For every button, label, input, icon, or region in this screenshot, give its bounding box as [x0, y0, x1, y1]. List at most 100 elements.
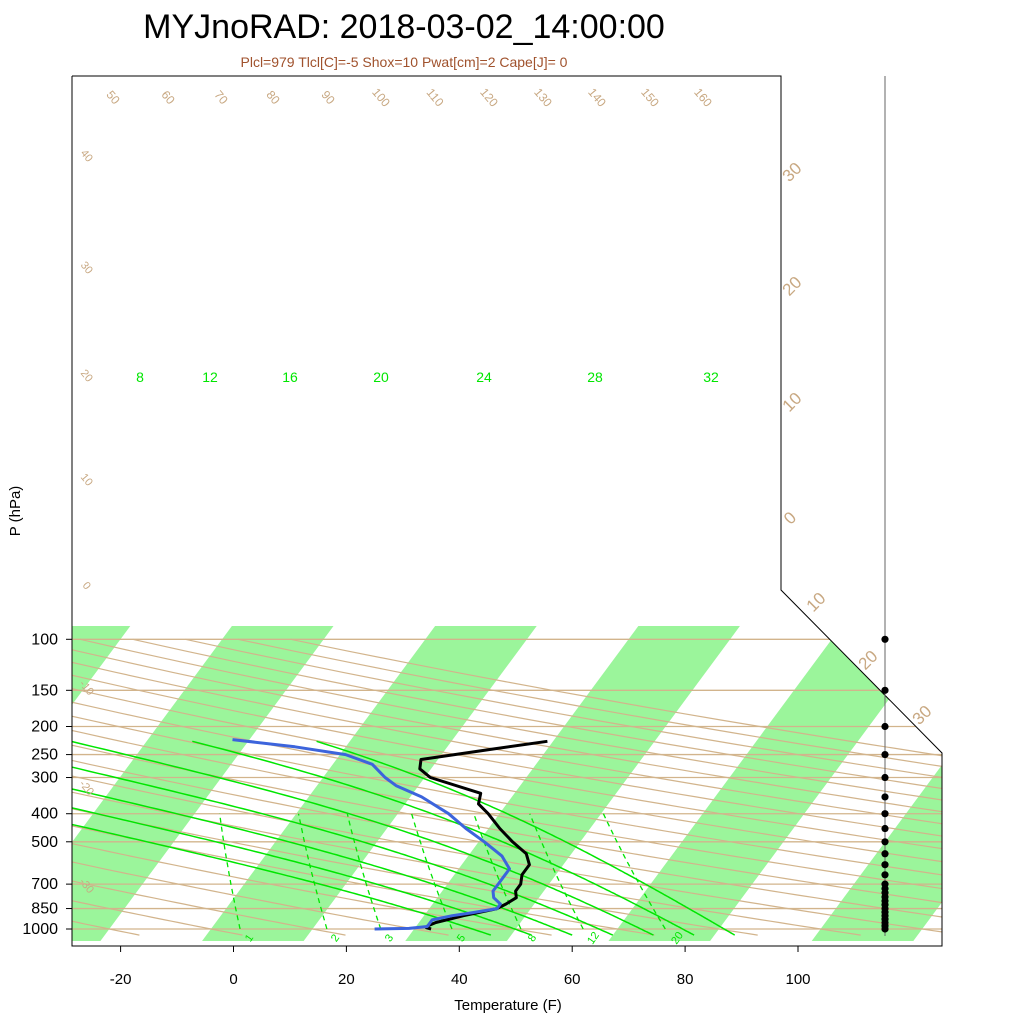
- x-axis-label: Temperature (F): [454, 997, 562, 1014]
- moist-adiabat-label: 8: [136, 369, 144, 385]
- mixing-ratio-label: 3: [383, 932, 396, 944]
- moist-adiabats: [72, 740, 736, 936]
- mixing-ratio-line: [297, 813, 328, 930]
- dry-adiabat: [72, 638, 942, 936]
- dry-adiabat-label: 30: [78, 260, 95, 277]
- wind-level-dot: [881, 861, 889, 869]
- mixing-ratio-label: 12: [585, 930, 602, 947]
- right-side-label: 30: [779, 159, 806, 186]
- dry-adiabat-label: 0: [80, 580, 93, 592]
- isotherm-band: [608, 626, 942, 941]
- isotherm-label: 50: [103, 88, 123, 107]
- moist-adiabat-label: 24: [476, 369, 492, 385]
- isotherm-label: 70: [211, 88, 231, 107]
- dry-adiabat: [72, 638, 942, 936]
- dry-adiabat: [72, 638, 346, 936]
- chart-subtitle: Plcl=979 Tlcl[C]=-5 Shox=10 Pwat[cm]=2 C…: [240, 54, 568, 70]
- dry-adiabat: [72, 638, 942, 936]
- wind-level-dot: [881, 871, 889, 879]
- wind-level-dot: [881, 880, 889, 888]
- dry-adiabat-label: 40: [78, 148, 95, 165]
- wind-level-dot: [881, 773, 889, 782]
- wind-level-dot: [881, 810, 889, 818]
- right-side-label: 10: [803, 589, 830, 616]
- y-tick-label: 250: [31, 747, 58, 764]
- dry-adiabat: [72, 638, 942, 936]
- dry-adiabat: [79, 638, 942, 936]
- mixing-ratio-line: [218, 813, 241, 930]
- dry-adiabat: [72, 638, 942, 936]
- dry-adiabat: [72, 638, 655, 936]
- dry-adiabat: [237, 638, 942, 936]
- mixing-ratio-label: 8: [526, 932, 539, 944]
- diagonal-bands: [72, 626, 942, 941]
- wind-level-dot: [881, 824, 889, 833]
- y-tick-label: 200: [31, 719, 58, 736]
- moist-adiabat: [72, 740, 492, 936]
- wind-level-dot: [881, 850, 889, 858]
- dry-adiabat: [72, 638, 243, 936]
- dry-adiabat: [72, 638, 942, 936]
- right-side-label: 0: [780, 508, 800, 528]
- isotherm-label: 60: [158, 88, 178, 107]
- dry-adiabat: [132, 638, 942, 936]
- dry-adiabat-label: 10: [78, 472, 95, 489]
- isotherm-label: 120: [477, 85, 501, 110]
- axis-labels: -20 0 20 40 60 80 1001001502002503004005007008…: [22, 85, 935, 988]
- dry-adiabat: [72, 638, 942, 936]
- dry-adiabat-label: 20: [78, 368, 95, 385]
- mixing-ratio-label: 2: [329, 932, 342, 944]
- x-tick-label: 80: [677, 971, 694, 988]
- wind-level-dot: [881, 750, 889, 759]
- right-side-label: 10: [779, 389, 806, 416]
- wind-level-dot: [881, 838, 889, 846]
- isotherm-band: [202, 626, 537, 941]
- sounding-profiles: [232, 738, 548, 931]
- moist-adiabat: [72, 740, 573, 936]
- mixing-ratio-line: [346, 813, 382, 930]
- isotherm-band: [811, 626, 942, 941]
- isotherm-label: 160: [691, 85, 715, 110]
- mixing-ratio-label: 1: [243, 932, 256, 944]
- isotherm-band: [72, 626, 334, 941]
- isotherm-label: 100: [369, 85, 393, 110]
- moist-adiabat-label: 20: [373, 369, 389, 385]
- moist-adiabat-label: 28: [587, 369, 603, 385]
- dry-adiabat: [185, 638, 942, 936]
- x-tick-label: -20: [110, 971, 132, 988]
- moist-adiabat: [72, 740, 654, 936]
- dry-adiabat: [72, 638, 861, 936]
- moist-adiabat-label: 32: [703, 369, 719, 385]
- wind-level-dot: [881, 722, 889, 731]
- y-tick-label: 400: [31, 806, 58, 823]
- right-side-label: 30: [909, 702, 936, 729]
- moist-adiabat-label: 16: [282, 369, 298, 385]
- x-tick-label: 40: [451, 971, 468, 988]
- right-side-label: 20: [779, 273, 806, 300]
- mixing-ratio-line: [602, 813, 666, 930]
- y-tick-label: 850: [31, 901, 58, 918]
- isotherm-label: 110: [424, 86, 447, 110]
- wind-level-dot: [881, 635, 889, 643]
- y-tick-label: 100: [31, 631, 58, 648]
- chart-title: MYJnoRAD: 2018-03-02_14:00:00: [143, 8, 665, 46]
- y-tick-label: 1000: [22, 921, 58, 938]
- y-tick-label: 500: [31, 834, 58, 851]
- wind-barbs: [881, 635, 889, 933]
- mixing-ratio-label: 20: [669, 930, 686, 947]
- dry-adiabat: [72, 638, 552, 936]
- isotherm-label: 140: [585, 85, 609, 110]
- isotherm-label: 150: [638, 85, 662, 110]
- moist-adiabat: [72, 740, 532, 936]
- isotherm-label: 90: [318, 88, 338, 107]
- y-tick-label: 300: [31, 770, 58, 787]
- y-tick-label: 700: [31, 876, 58, 893]
- x-tick-label: 100: [785, 971, 810, 988]
- background-grid: [72, 638, 942, 936]
- dry-adiabat: [72, 638, 942, 936]
- dry-adiabat: [72, 638, 942, 936]
- dry-adiabat: [72, 638, 942, 936]
- mixing-ratio-label: 5: [455, 932, 468, 944]
- moist-adiabat: [72, 740, 614, 936]
